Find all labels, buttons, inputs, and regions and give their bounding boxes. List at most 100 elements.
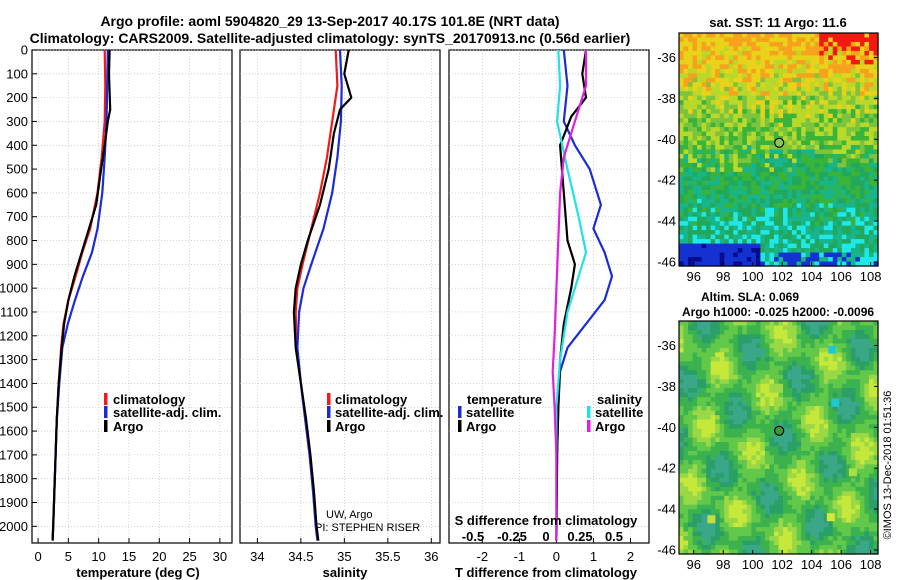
map-cell (796, 343, 802, 349)
map-cell (679, 55, 685, 61)
map-cell (773, 55, 780, 61)
map-cell (846, 41, 852, 48)
map-cell (679, 549, 685, 555)
map-cell (706, 162, 712, 169)
map-cell (755, 176, 762, 182)
map-cell (760, 477, 766, 483)
map-x-tick-label: 108 (860, 269, 882, 284)
map-cell (692, 73, 698, 79)
map-cell (801, 406, 807, 412)
map-cell (764, 194, 771, 200)
map-cell (697, 486, 703, 492)
map-cell (792, 459, 798, 465)
map-cell (796, 446, 802, 452)
map-cell (864, 518, 870, 524)
map-cell (846, 397, 852, 403)
map-cell (783, 374, 789, 380)
map-cell (683, 203, 689, 209)
map-cell (769, 113, 775, 119)
map-cell (742, 176, 748, 182)
map-cell (819, 33, 825, 39)
map-cell (697, 491, 703, 497)
map-cell (868, 167, 875, 173)
map-cell (710, 504, 716, 510)
map-cell (801, 504, 807, 510)
map-cell (773, 473, 780, 479)
map-cell (819, 239, 825, 245)
map-cell (837, 136, 843, 142)
map-cell (819, 68, 825, 74)
map-cell (868, 158, 875, 164)
map-cell (828, 95, 834, 101)
map-cell (864, 167, 870, 173)
map-cell (697, 437, 703, 443)
map-cell (724, 261, 730, 267)
map-cell (832, 73, 838, 79)
map-cell (733, 140, 739, 146)
map-cell (846, 252, 852, 258)
map-cell (715, 261, 721, 267)
map-cell (755, 540, 762, 546)
map-cell (710, 46, 716, 52)
map-cell (810, 428, 816, 434)
map-cell (814, 433, 820, 439)
map-cell (801, 540, 807, 546)
map-cell (688, 216, 694, 222)
legend-label-climatology: climatology (113, 392, 186, 407)
map-cell (692, 252, 698, 258)
map-cell (850, 495, 856, 501)
map-cell (868, 46, 875, 52)
x-tick-label: 35.5 (375, 549, 400, 564)
map-cell (850, 545, 856, 551)
map-cell (855, 189, 861, 195)
map-cell (715, 82, 721, 88)
map-cell (760, 401, 766, 407)
map-cell (679, 189, 685, 195)
legend-label-satellite: satellite-adj. clim. (113, 405, 221, 420)
map-cell (801, 343, 807, 349)
map-cell (773, 153, 780, 160)
map-cell (846, 153, 852, 160)
map-cell (841, 50, 847, 56)
map-cell (814, 338, 820, 344)
map-cell (805, 500, 811, 506)
map-cell (742, 100, 748, 106)
map-cell (864, 365, 870, 371)
map-cell (828, 189, 834, 195)
map-cell (787, 261, 793, 267)
map-cell (746, 379, 752, 385)
map-cell (751, 230, 757, 236)
map-cell (828, 549, 834, 555)
map-cell (737, 185, 743, 191)
map-cell (873, 194, 879, 200)
map-cell (755, 383, 762, 389)
map-cell (706, 486, 712, 492)
map-cell (787, 347, 793, 353)
map-cell (787, 522, 793, 528)
map-cell (873, 243, 879, 249)
map-cell (810, 383, 816, 389)
map-cell (783, 338, 789, 344)
map-cell (742, 230, 748, 236)
difference-plot-frame (448, 49, 650, 544)
map-cell (719, 194, 725, 200)
map-cell (841, 486, 847, 492)
map-cell (855, 365, 861, 371)
map-cell (810, 261, 816, 267)
map-cell (828, 379, 834, 385)
map-cell (859, 334, 866, 340)
map-cell (769, 118, 775, 124)
map-cell (805, 68, 811, 74)
map-cell (746, 365, 752, 371)
map-cell (728, 459, 734, 465)
legend-swatch-argo (104, 420, 108, 432)
map-cell (742, 46, 748, 52)
map-cell (751, 486, 757, 492)
map-cell (692, 261, 698, 267)
map-cell (864, 419, 870, 425)
map-cell (773, 325, 780, 331)
map-cell (688, 68, 694, 74)
map-cell (792, 415, 798, 421)
map-cell (846, 370, 852, 376)
map-cell (823, 464, 829, 470)
